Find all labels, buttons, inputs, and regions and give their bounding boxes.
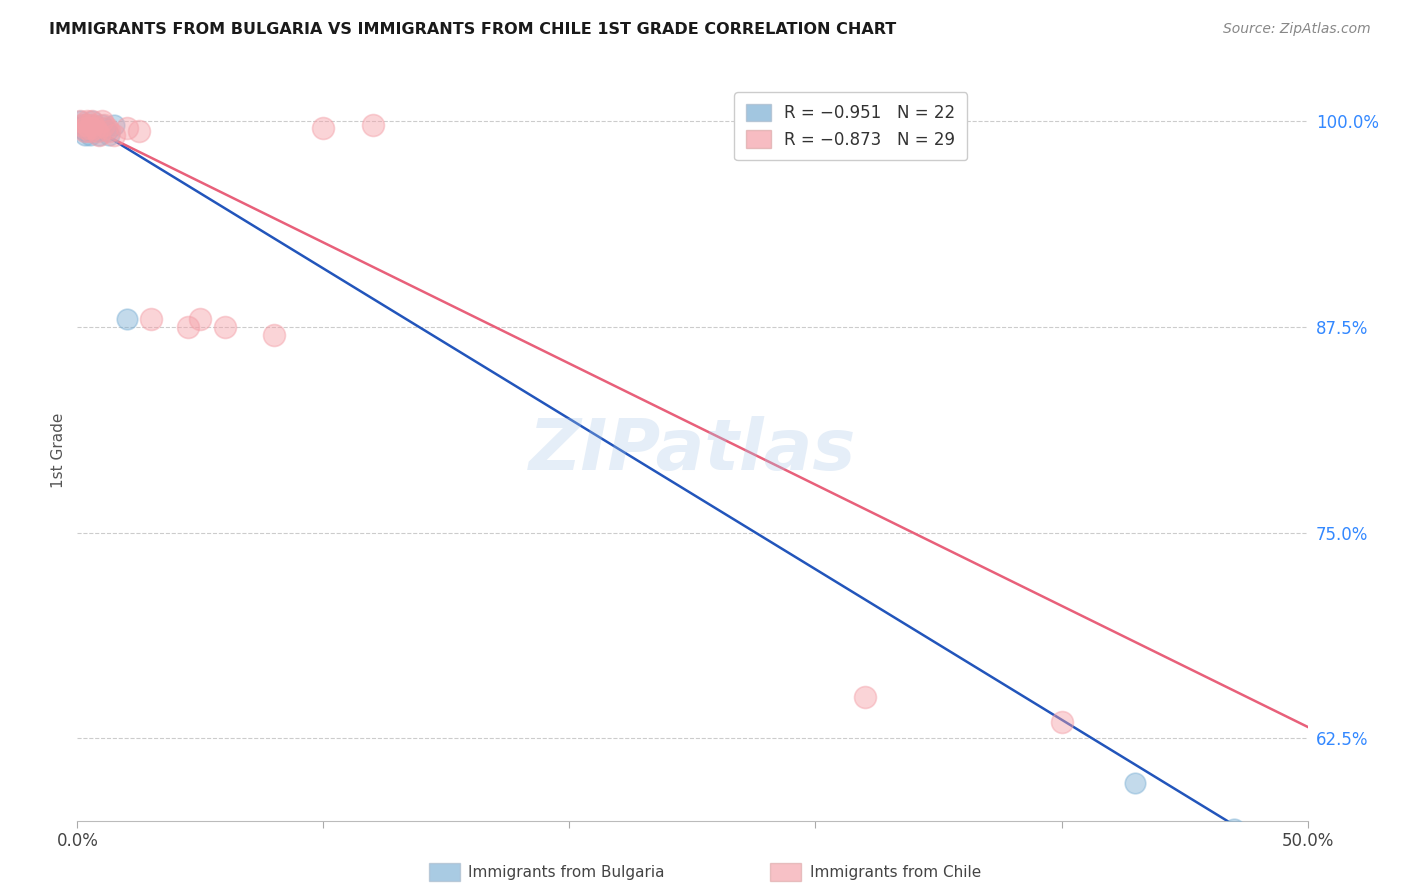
Point (73, 128, 96, 142)
Point (79, 128, 101, 142)
Point (1223, 822, 1246, 836)
Point (128, 124, 150, 138)
Point (76, 118, 98, 132)
Point (1050, 714, 1073, 729)
Point (98, 128, 121, 142)
Point (361, 118, 384, 132)
Point (190, 311, 212, 326)
Point (93, 118, 115, 132)
Point (69, 114, 91, 128)
Point (312, 120, 335, 135)
Point (86, 124, 108, 138)
Point (82, 118, 104, 132)
Point (73, 124, 96, 138)
Point (214, 320, 236, 334)
Point (73, 120, 96, 135)
Point (83, 120, 105, 135)
Point (103, 118, 125, 132)
Point (76, 118, 98, 132)
Point (90, 114, 114, 128)
Point (1125, 776, 1147, 790)
Point (177, 320, 200, 334)
Point (115, 120, 138, 135)
Point (89, 128, 111, 142)
Point (82, 114, 104, 128)
Text: Immigrants from Chile: Immigrants from Chile (810, 865, 981, 880)
Text: Source: ZipAtlas.com: Source: ZipAtlas.com (1223, 22, 1371, 37)
Point (853, 690, 876, 705)
Point (103, 128, 125, 142)
Point (89, 128, 111, 142)
Y-axis label: 1st Grade: 1st Grade (51, 413, 66, 488)
Point (90, 118, 114, 132)
Point (96, 124, 118, 138)
Point (141, 311, 163, 326)
Point (73, 124, 96, 138)
Point (76, 120, 98, 135)
Point (82, 114, 104, 128)
Text: Immigrants from Bulgaria: Immigrants from Bulgaria (468, 865, 665, 880)
Point (86, 124, 108, 138)
Point (70, 118, 93, 132)
Point (115, 311, 138, 326)
Point (83, 120, 105, 135)
Point (70, 118, 93, 132)
Text: IMMIGRANTS FROM BULGARIA VS IMMIGRANTS FROM CHILE 1ST GRADE CORRELATION CHART: IMMIGRANTS FROM BULGARIA VS IMMIGRANTS F… (49, 22, 897, 37)
Point (70, 120, 93, 135)
Point (79, 120, 101, 135)
Point (98, 124, 121, 138)
Point (96, 120, 118, 135)
Point (69, 114, 91, 128)
Point (76, 114, 98, 128)
Text: ZIPatlas: ZIPatlas (529, 416, 856, 485)
Point (79, 124, 101, 138)
Point (93, 120, 115, 135)
Point (263, 328, 285, 343)
Legend: R = −0.951   N = 22, R = −0.873   N = 29: R = −0.951 N = 22, R = −0.873 N = 29 (734, 92, 967, 161)
Point (82, 118, 104, 132)
Point (79, 124, 101, 138)
